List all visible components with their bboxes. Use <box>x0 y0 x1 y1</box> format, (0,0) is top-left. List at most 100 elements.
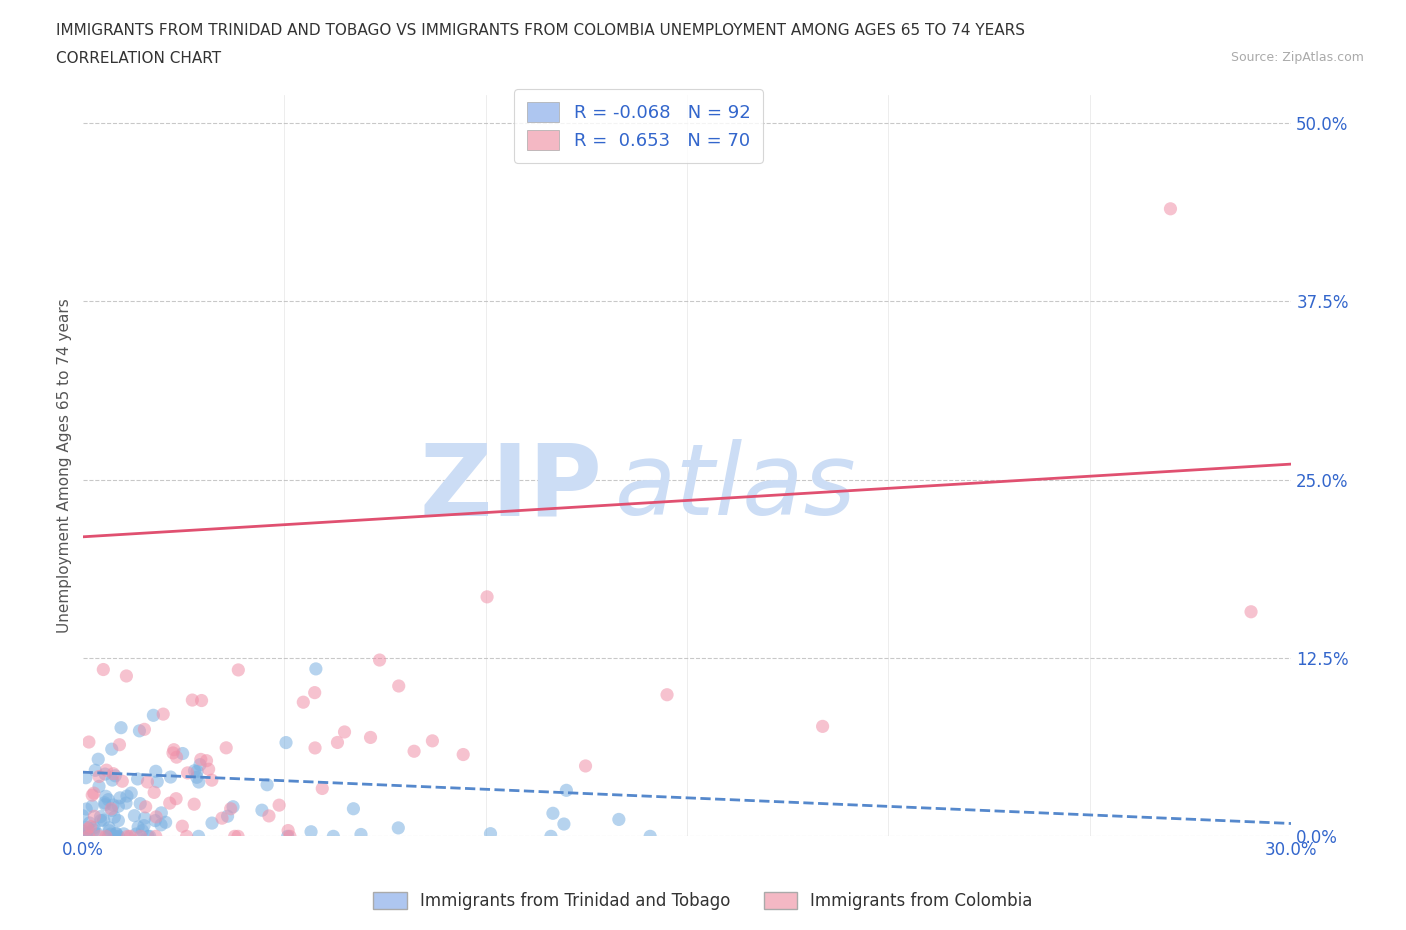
Point <box>96 763 118 777</box>
Point <box>110 720 132 735</box>
Point <box>97 792 120 807</box>
Point <box>146 774 169 789</box>
Point <box>115 796 138 811</box>
Point <box>79 816 101 830</box>
Point <box>100 827 122 842</box>
Point <box>76 820 98 835</box>
Point <box>100 802 122 817</box>
Point <box>134 722 156 737</box>
Point <box>86 827 108 842</box>
Point <box>82 799 104 814</box>
Point <box>166 750 188 764</box>
Legend: R = -0.068   N = 92, R =  0.653   N = 70: R = -0.068 N = 92, R = 0.653 N = 70 <box>515 89 763 163</box>
Point <box>188 757 211 772</box>
Point <box>101 773 124 788</box>
Point <box>143 785 166 800</box>
Point <box>105 826 128 841</box>
Point <box>187 829 209 844</box>
Point <box>94 766 117 781</box>
Point <box>387 820 409 835</box>
Point <box>274 735 297 750</box>
Point <box>94 789 117 804</box>
Point <box>574 759 596 774</box>
Point <box>98 820 121 835</box>
Point <box>127 772 149 787</box>
Point <box>250 803 273 817</box>
Point <box>422 734 444 749</box>
Point <box>136 829 159 844</box>
Point <box>195 753 218 768</box>
Point <box>83 820 105 835</box>
Point <box>115 789 138 804</box>
Point <box>326 735 349 750</box>
Point <box>90 813 112 828</box>
Point <box>360 730 382 745</box>
Point <box>277 829 299 844</box>
Point <box>120 829 142 844</box>
Point <box>342 802 364 817</box>
Point <box>83 786 105 801</box>
Point <box>292 695 315 710</box>
Point <box>150 817 173 832</box>
Point <box>72 808 94 823</box>
Point <box>87 779 110 794</box>
Point <box>112 827 135 842</box>
Text: Source: ZipAtlas.com: Source: ZipAtlas.com <box>1230 51 1364 64</box>
Point <box>190 752 212 767</box>
Point <box>73 824 96 839</box>
Point <box>222 799 245 814</box>
Point <box>305 661 328 676</box>
Point <box>132 818 155 833</box>
Point <box>217 809 239 824</box>
Point <box>77 735 100 750</box>
Point <box>811 719 834 734</box>
Point <box>124 808 146 823</box>
Point <box>172 818 194 833</box>
Point <box>256 777 278 792</box>
Text: CORRELATION CHART: CORRELATION CHART <box>56 51 221 66</box>
Point <box>97 829 120 844</box>
Text: IMMIGRANTS FROM TRINIDAD AND TOBAGO VS IMMIGRANTS FROM COLOMBIA UNEMPLOYMENT AMO: IMMIGRANTS FROM TRINIDAD AND TOBAGO VS I… <box>56 23 1025 38</box>
Point <box>107 829 129 844</box>
Point <box>145 829 167 844</box>
Point <box>76 821 98 836</box>
Point <box>107 813 129 828</box>
Point <box>135 800 157 815</box>
Point <box>333 724 356 739</box>
Point <box>475 590 498 604</box>
Point <box>108 737 131 752</box>
Point <box>176 765 198 780</box>
Point <box>269 798 291 813</box>
Point <box>162 746 184 761</box>
Point <box>1240 604 1263 619</box>
Point <box>388 679 411 694</box>
Point <box>83 809 105 824</box>
Point <box>211 811 233 826</box>
Point <box>142 708 165 723</box>
Point <box>128 724 150 738</box>
Point <box>655 687 678 702</box>
Point <box>159 796 181 811</box>
Point <box>215 740 238 755</box>
Text: atlas: atlas <box>614 439 856 537</box>
Point <box>136 775 159 790</box>
Point <box>186 770 208 785</box>
Point <box>143 813 166 828</box>
Point <box>93 795 115 810</box>
Y-axis label: Unemployment Among Ages 65 to 74 years: Unemployment Among Ages 65 to 74 years <box>58 299 72 633</box>
Point <box>201 816 224 830</box>
Point <box>117 829 139 844</box>
Point <box>100 803 122 817</box>
Point <box>277 823 299 838</box>
Point <box>257 808 280 823</box>
Point <box>152 707 174 722</box>
Point <box>138 829 160 844</box>
Point <box>311 781 333 796</box>
Point <box>197 762 219 777</box>
Point <box>190 693 212 708</box>
Point <box>304 685 326 700</box>
Point <box>100 742 122 757</box>
Point <box>104 829 127 844</box>
Point <box>83 823 105 838</box>
Point <box>89 829 111 844</box>
